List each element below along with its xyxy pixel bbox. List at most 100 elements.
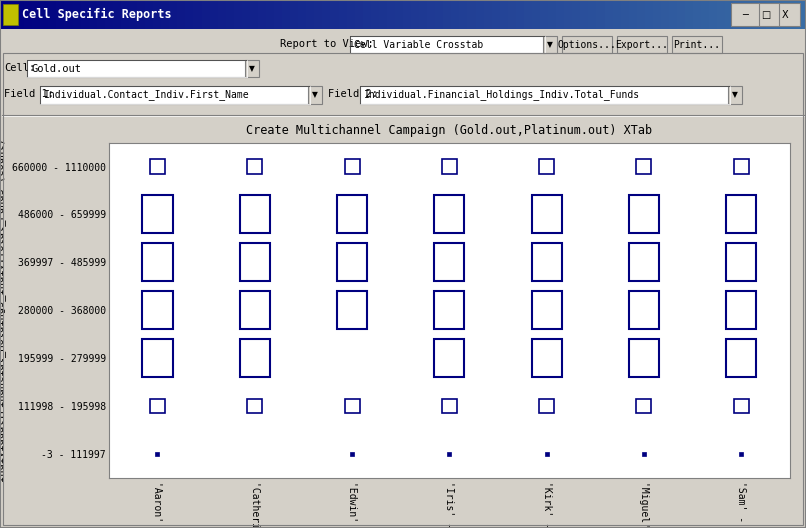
Bar	[350, 36, 545, 53]
Bar	[443, 0, 451, 29]
Bar	[40, 0, 48, 29]
Bar	[266, 0, 274, 29]
Bar	[73, 0, 81, 29]
Title: Create Multichannel Campaign (Gold.out,Platinum.out) XTab: Create Multichannel Campaign (Gold.out,P…	[247, 124, 652, 137]
Bar	[156, 452, 160, 456]
Bar	[548, 0, 556, 29]
Bar	[617, 36, 667, 53]
Bar	[629, 291, 659, 329]
Bar	[726, 339, 756, 377]
Bar	[642, 452, 646, 456]
Bar	[669, 0, 677, 29]
Bar	[239, 339, 270, 377]
Bar	[371, 0, 379, 29]
Bar	[137, 0, 145, 29]
Bar	[347, 0, 355, 29]
Text: Export...: Export...	[616, 40, 668, 50]
Bar	[298, 0, 306, 29]
Bar	[113, 0, 121, 29]
Bar	[733, 399, 749, 413]
Bar	[790, 0, 798, 29]
Bar	[717, 0, 725, 29]
Bar	[484, 0, 492, 29]
Text: Print...: Print...	[674, 40, 721, 50]
Bar	[524, 0, 532, 29]
Bar	[476, 0, 484, 29]
Bar	[726, 243, 756, 281]
Text: X: X	[782, 10, 789, 20]
Bar	[234, 0, 242, 29]
Bar	[239, 243, 270, 281]
Bar	[16, 0, 24, 29]
Bar	[564, 0, 572, 29]
Bar	[81, 0, 89, 29]
Text: ▼: ▼	[732, 90, 738, 99]
Bar	[427, 0, 435, 29]
Text: □: □	[761, 10, 770, 20]
Bar	[202, 0, 210, 29]
Bar	[258, 0, 266, 29]
Bar	[739, 452, 743, 456]
Bar	[150, 399, 165, 413]
Bar	[508, 0, 516, 29]
Bar	[726, 195, 756, 233]
Bar	[40, 87, 310, 103]
Bar	[532, 0, 540, 29]
Bar	[758, 0, 766, 29]
Bar	[193, 0, 202, 29]
Bar	[596, 0, 604, 29]
Bar	[3, 53, 803, 525]
Bar	[314, 0, 322, 29]
Bar	[48, 0, 56, 29]
Bar	[129, 0, 137, 29]
Bar	[387, 0, 395, 29]
Bar	[218, 0, 226, 29]
Bar	[731, 3, 759, 26]
Bar	[355, 0, 363, 29]
Text: Field 1:: Field 1:	[4, 89, 54, 99]
Bar	[105, 0, 113, 29]
Bar	[32, 0, 40, 29]
Bar	[3, 4, 18, 25]
Bar	[621, 0, 629, 29]
Text: Cell Variable Crosstab: Cell Variable Crosstab	[354, 40, 484, 50]
Bar	[733, 159, 749, 174]
Bar	[766, 0, 774, 29]
Bar	[27, 60, 247, 78]
Text: Gold.out: Gold.out	[31, 64, 81, 74]
Text: ─: ─	[742, 10, 748, 20]
Bar	[89, 0, 97, 29]
Bar	[344, 399, 359, 413]
Bar	[435, 0, 443, 29]
Bar	[24, 0, 32, 29]
Bar	[604, 0, 613, 29]
Bar	[733, 0, 742, 29]
Bar	[337, 195, 367, 233]
Bar	[169, 0, 177, 29]
Bar	[419, 0, 427, 29]
Bar	[8, 0, 16, 29]
Bar	[322, 0, 330, 29]
Bar	[177, 0, 185, 29]
Bar	[556, 0, 564, 29]
Bar	[751, 3, 779, 26]
Bar	[750, 0, 758, 29]
Bar	[247, 399, 262, 413]
Bar	[539, 399, 555, 413]
Bar	[709, 0, 717, 29]
Bar	[637, 399, 651, 413]
Bar	[239, 291, 270, 329]
Bar	[363, 0, 371, 29]
Bar	[728, 87, 742, 103]
Bar	[726, 291, 756, 329]
Bar	[661, 0, 669, 29]
Text: Individual.Financial_Holdings_Indiv.Total_Funds: Individual.Financial_Holdings_Indiv.Tota…	[364, 90, 640, 100]
Bar	[588, 0, 596, 29]
Bar	[344, 159, 359, 174]
Bar	[725, 0, 733, 29]
Bar	[274, 0, 282, 29]
Bar	[210, 0, 218, 29]
Bar	[532, 195, 562, 233]
Bar	[411, 0, 419, 29]
Bar	[97, 0, 105, 29]
